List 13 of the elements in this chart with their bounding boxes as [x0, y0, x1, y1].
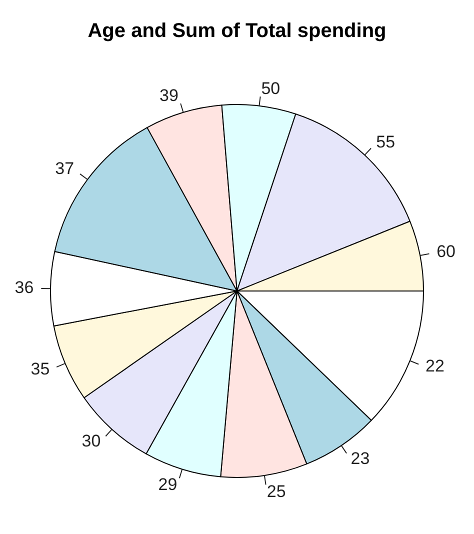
slice-label: 60	[436, 242, 456, 261]
slice-label: 23	[350, 449, 370, 468]
slice-label: 30	[82, 431, 101, 450]
slice-label: 50	[261, 78, 280, 98]
slice-label: 39	[160, 86, 178, 106]
slice-label: 25	[266, 482, 286, 501]
slice-label: 35	[30, 360, 50, 379]
slice-label: 55	[376, 132, 396, 152]
slice-label: 37	[55, 159, 74, 178]
slice-label: 29	[158, 474, 178, 494]
slice-label: 36	[14, 278, 34, 298]
chart-title: Age and Sum of Total spending	[86, 19, 388, 44]
slice-label: 22	[426, 356, 444, 376]
